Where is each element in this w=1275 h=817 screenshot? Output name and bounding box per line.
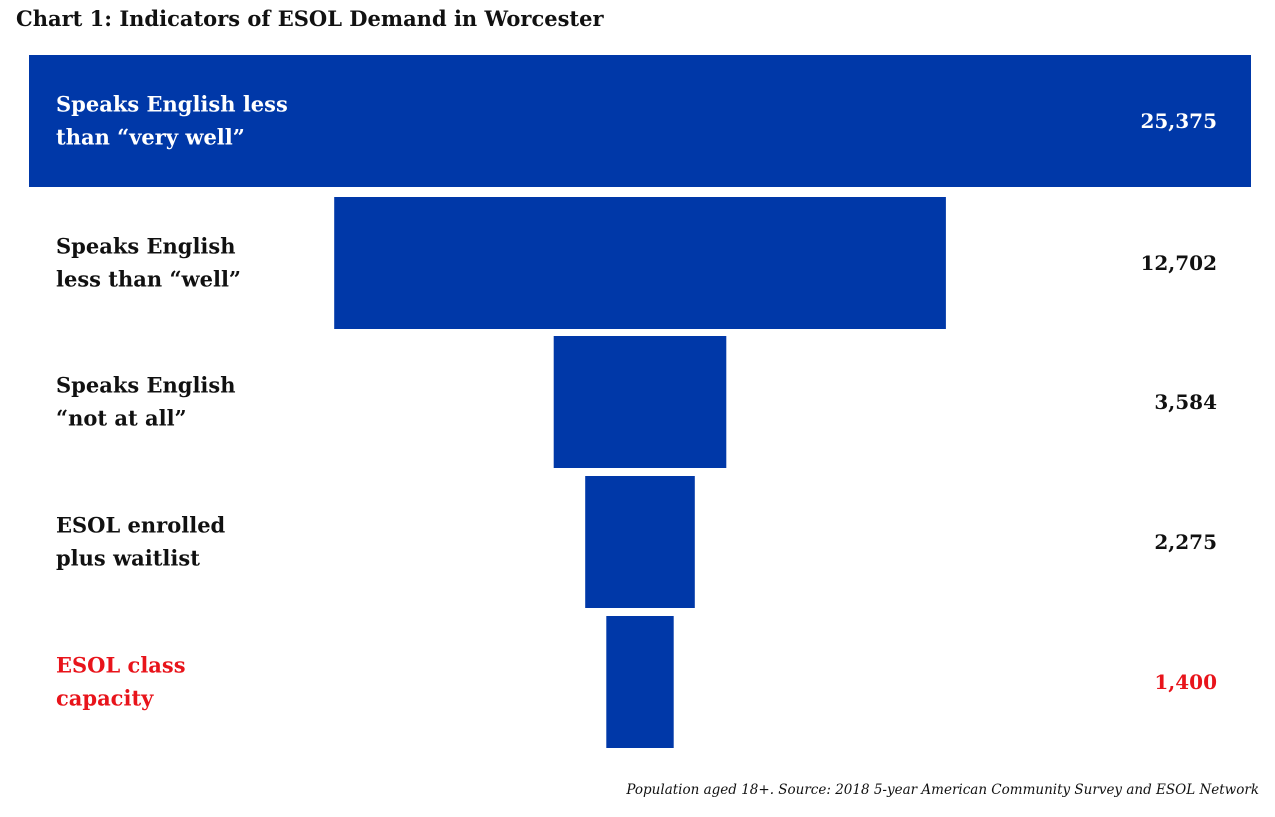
value-label-4: 2,275 [1154, 530, 1217, 554]
category-label-4: ESOL enrolled plus waitlist [56, 513, 226, 571]
category-label-2: Speaks English less than “well” [56, 234, 241, 292]
funnel-bar-4 [585, 476, 695, 608]
chart-title: Chart 1: Indicators of ESOL Demand in Wo… [16, 6, 604, 31]
funnel-bar-3 [553, 336, 727, 468]
category-label-3: Speaks English “not at all” [56, 373, 236, 431]
funnel-bar-2 [334, 197, 946, 329]
funnel-bar-5 [606, 616, 674, 748]
funnel-bar-1 [29, 55, 1251, 187]
value-label-5: 1,400 [1154, 670, 1217, 694]
source-note: Population aged 18+. Source: 2018 5-year… [626, 782, 1259, 798]
category-label-1: Speaks English less than “very well” [56, 92, 288, 150]
value-label-3: 3,584 [1154, 390, 1217, 414]
value-label-2: 12,702 [1140, 251, 1217, 275]
category-label-5: ESOL class capacity [56, 653, 186, 711]
value-label-1: 25,375 [1140, 109, 1217, 133]
